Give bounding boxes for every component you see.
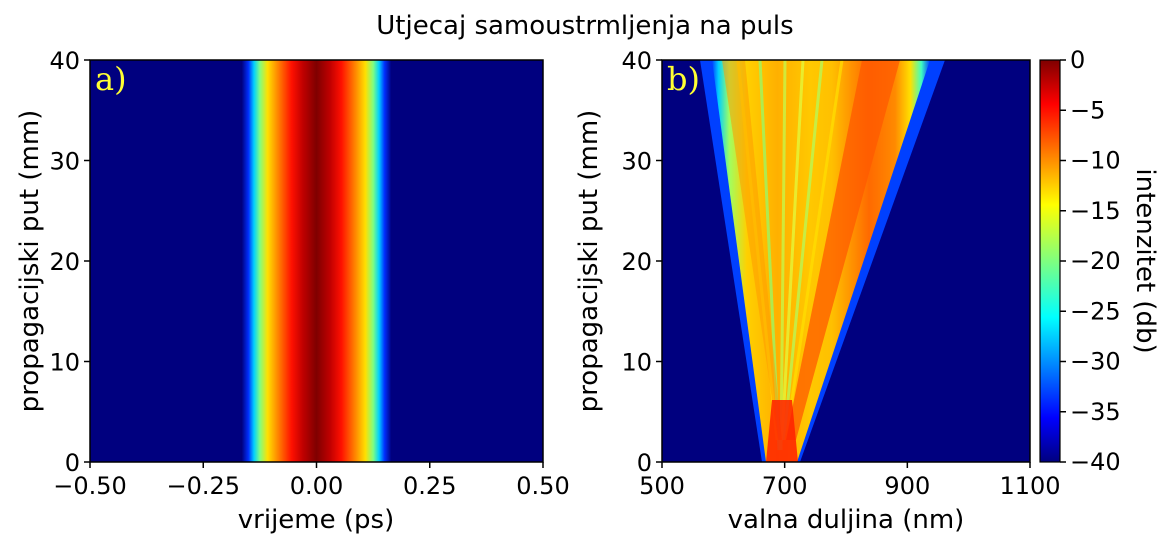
y-tick-label: 0: [65, 449, 80, 477]
x-axis-label-b: valna duljina (nm): [728, 505, 965, 535]
colorbar-tick-label: −10: [1070, 147, 1121, 175]
colorbar-tick-label: −30: [1070, 348, 1121, 376]
x-axis-label-a: vrijeme (ps): [238, 505, 394, 535]
colorbar-tick-label: 0: [1070, 46, 1085, 74]
y-tick-label: 40: [49, 47, 80, 75]
y-tick-label: 40: [621, 47, 652, 75]
colorbar-tick-label: −40: [1070, 448, 1121, 476]
heatmap-a: [90, 60, 543, 462]
axes-b: 500 700 900 1100 0 10 20 30 40: [621, 47, 1060, 500]
y-tick-label: 0: [637, 449, 652, 477]
panel-label-a: a): [95, 60, 127, 98]
colorbar: 0 −5 −10 −15 −20 −25 −30 −35 −40 intenzitet (db): [1039, 46, 1160, 476]
colorbar-ticks: 0 −5 −10 −15 −20 −25 −30 −35 −40: [1060, 46, 1121, 476]
colorbar-tick-label: −20: [1070, 247, 1121, 275]
colorbar-tick-label: −5: [1070, 96, 1105, 124]
x-tick-label: 0.50: [516, 472, 569, 500]
spectrum-core: [786, 60, 900, 440]
x-tick-label: −0.25: [166, 472, 240, 500]
x-tick-label: 500: [639, 472, 685, 500]
heatmap-b: [700, 60, 945, 462]
x-tick-label: 0.25: [403, 472, 456, 500]
colorbar-label: intenzitet (db): [1130, 168, 1160, 353]
y-axis-label-b: propagacijski put (mm): [574, 110, 604, 413]
y-tick-label: 20: [49, 248, 80, 276]
y-tick-label: 30: [49, 148, 80, 176]
x-tick-label: 700: [762, 472, 808, 500]
colorbar-tick-label: −25: [1070, 297, 1121, 325]
spectrum-base: [766, 400, 798, 462]
panel-a: a) −0.50 −0.25 0.00 0.25 0.50 0 10 20 30 40 vrije…: [15, 47, 570, 535]
colorbar-tick-label: −35: [1070, 398, 1121, 426]
x-tick-label: 1100: [999, 472, 1060, 500]
x-tick-label: −0.50: [53, 472, 127, 500]
x-tick-label: 900: [884, 472, 930, 500]
y-tick-label: 10: [49, 349, 80, 377]
y-tick-label: 10: [621, 349, 652, 377]
colorbar-tick-label: −15: [1070, 197, 1121, 225]
x-tick-label: 0.00: [290, 472, 343, 500]
axes-a: −0.50 −0.25 0.00 0.25 0.50 0 10 20 30 40: [49, 47, 569, 500]
panel-b: b) 500 700 900 1100 0 10 20 30 40 valna duljina …: [574, 47, 1061, 535]
colorbar-gradient: [1039, 59, 1061, 463]
panel-label-b: b): [667, 60, 700, 98]
figure-title: Utjecaj samoustrmljenja na puls: [376, 11, 793, 41]
y-tick-label: 30: [621, 148, 652, 176]
y-axis-label-a: propagacijski put (mm): [15, 110, 45, 413]
y-tick-label: 20: [621, 248, 652, 276]
spectrum-core-left: [722, 60, 782, 440]
